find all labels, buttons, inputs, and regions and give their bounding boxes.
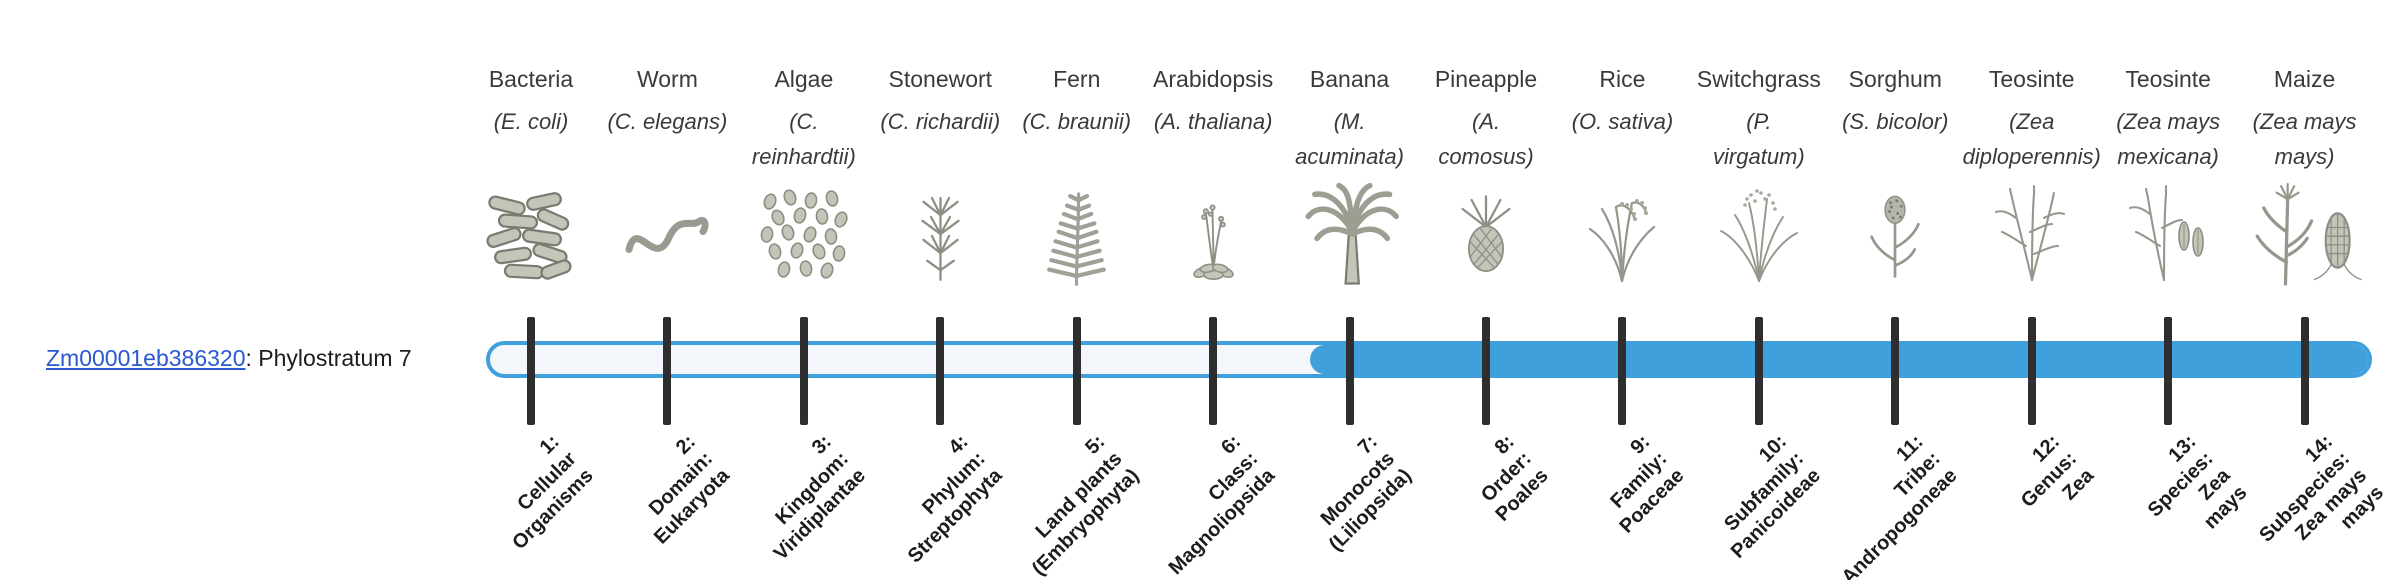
bacteria-icon bbox=[446, 172, 616, 290]
banana-icon bbox=[1265, 172, 1435, 290]
organism-name: Arabidopsis bbox=[1153, 66, 1274, 92]
organism-scientific-name: (S. bicolor) bbox=[1800, 104, 1990, 139]
timeline-tick bbox=[2164, 317, 2173, 425]
gene-link[interactable]: Zm00001eb386320 bbox=[46, 345, 246, 371]
stratum-label: 14: Subspecies: Zea mays mays bbox=[2237, 430, 2388, 580]
teosinte-mexicana-icon bbox=[2083, 172, 2253, 290]
sorghum-icon bbox=[1810, 172, 1980, 290]
organism-scientific-name: (Zea diploperennis) bbox=[1937, 104, 2127, 174]
organism-name: Fern bbox=[1053, 66, 1101, 92]
organism-column: Maize (Zea mays mays) 14: Subspecies: Zea m… bbox=[2210, 0, 2400, 580]
scientific-name-line: (Zea mays bbox=[2252, 109, 2357, 134]
timeline-tick bbox=[1891, 317, 1900, 425]
organism-scientific-name: (C. elegans) bbox=[572, 104, 762, 139]
scientific-name-line: (P. bbox=[1746, 109, 1772, 134]
scientific-name-line: (C. braunii) bbox=[1022, 109, 1132, 134]
scientific-name-line: (M. bbox=[1333, 109, 1366, 134]
organism-name: Bacteria bbox=[488, 66, 574, 92]
organism-name: Algae bbox=[774, 66, 834, 92]
maize-icon bbox=[2220, 172, 2390, 290]
organism-scientific-name: (Zea mays mexicana) bbox=[2073, 104, 2263, 174]
organism-name: Teosinte bbox=[1988, 66, 2075, 92]
switchgrass-icon bbox=[1674, 172, 1844, 290]
scientific-name-line: comosus) bbox=[1438, 144, 1534, 169]
scientific-name-line: (Zea mays bbox=[2116, 109, 2221, 134]
organism-scientific-name: (O. sativa) bbox=[1527, 104, 1717, 139]
scientific-name-line: (C. richardii) bbox=[880, 109, 1001, 134]
organism-scientific-name: (C. braunii) bbox=[982, 104, 1172, 139]
organism-scientific-name: (Zea mays mays) bbox=[2210, 104, 2400, 174]
organism-name: Rice bbox=[1599, 66, 1646, 92]
timeline-tick bbox=[1345, 317, 1354, 425]
fern-icon bbox=[992, 172, 1162, 290]
organism-name: Switchgrass bbox=[1696, 66, 1821, 92]
scientific-name-line: mexicana) bbox=[2117, 144, 2219, 169]
scientific-name-line: mays) bbox=[2274, 144, 2335, 169]
organism-name: Stonewort bbox=[888, 66, 993, 92]
organism-column: Worm (C. elegans) 2: Domain: Eukaryota bbox=[572, 0, 762, 580]
scientific-name-line: (Zea bbox=[2009, 109, 2055, 134]
timeline-tick bbox=[1209, 317, 1218, 425]
organism-name: Banana bbox=[1309, 66, 1390, 92]
teosinte-diploperennis-icon bbox=[1947, 172, 2117, 290]
timeline-tick bbox=[2027, 317, 2036, 425]
scientific-name-line: (E. coli) bbox=[493, 109, 569, 134]
organism-column: Teosinte (Zea diploperennis) 12: Genus: Zea bbox=[1937, 0, 2127, 580]
organism-name: Pineapple bbox=[1434, 66, 1538, 92]
scientific-name-line: diploperennis) bbox=[1962, 144, 2101, 169]
scientific-name-line: (A. thaliana) bbox=[1153, 109, 1273, 134]
scientific-name-line: (A. bbox=[1471, 109, 1501, 134]
organism-column: Stonewort (C. richardii) 4: Phylum: Strept… bbox=[845, 0, 1035, 580]
organism-column: Fern (C. braunii) 5: Land plants (Embryoph… bbox=[982, 0, 1172, 580]
worm-icon bbox=[582, 172, 752, 290]
organism-column: Switchgrass (P. virgatum) 10: Subfamily: Pa… bbox=[1664, 0, 1854, 580]
organism-name: Maize bbox=[2273, 66, 2336, 92]
gene-label: Zm00001eb386320: Phylostratum 7 bbox=[46, 345, 412, 372]
organism-scientific-name: (C. richardii) bbox=[845, 104, 1035, 139]
arabidopsis-icon bbox=[1128, 172, 1298, 290]
timeline-tick bbox=[2300, 317, 2309, 425]
organism-scientific-name: (E. coli) bbox=[436, 104, 626, 139]
organism-scientific-name: (A. comosus) bbox=[1391, 104, 1581, 174]
timeline-tick bbox=[527, 317, 535, 425]
scientific-name-line: acuminata) bbox=[1295, 144, 1404, 169]
organism-column: Rice (O. sativa) 9: Family: Poaceae bbox=[1527, 0, 1717, 580]
timeline-tick bbox=[663, 317, 672, 425]
scientific-name-line: (O. sativa) bbox=[1571, 109, 1674, 134]
scientific-name-line: reinhardtii) bbox=[751, 144, 856, 169]
algae-icon bbox=[719, 172, 889, 290]
organism-column: Arabidopsis (A. thaliana) 6: Class: Magnol… bbox=[1118, 0, 1308, 580]
organism-name: Worm bbox=[636, 66, 698, 92]
organism-name: Teosinte bbox=[2125, 66, 2211, 92]
timeline-tick bbox=[799, 317, 808, 425]
rice-icon bbox=[1537, 172, 1707, 290]
organism-column: Banana (M. acuminata) 7: Monocots (Liliopsi… bbox=[1255, 0, 1445, 580]
stonewort-icon bbox=[855, 172, 1025, 290]
organism-column: Algae (C. reinhardtii) 3: Kingdom: Viridipl… bbox=[709, 0, 899, 580]
gene-label-suffix: : Phylostratum 7 bbox=[245, 345, 412, 371]
timeline-tick bbox=[1618, 317, 1627, 425]
organism-column: Bacteria (E. coli) 1: Cellular Organisms bbox=[436, 0, 626, 580]
scientific-name-line: virgatum) bbox=[1713, 144, 1805, 169]
organism-column: Sorghum (S. bicolor) 11: Tribe: Andropogon… bbox=[1800, 0, 1990, 580]
pineapple-icon bbox=[1401, 172, 1571, 290]
scientific-name-line: (C. elegans) bbox=[607, 109, 728, 134]
organism-scientific-name: (P. virgatum) bbox=[1664, 104, 1854, 174]
scientific-name-line: (S. bicolor) bbox=[1842, 109, 1949, 134]
organism-column: Teosinte (Zea mays mexicana) 13: Species: Z… bbox=[2073, 0, 2263, 580]
organism-scientific-name: (A. thaliana) bbox=[1118, 104, 1308, 139]
timeline-tick bbox=[1072, 317, 1081, 425]
organism-scientific-name: (C. reinhardtii) bbox=[709, 104, 899, 174]
organism-scientific-name: (M. acuminata) bbox=[1255, 104, 1445, 174]
timeline-tick bbox=[1754, 317, 1763, 425]
timeline-tick bbox=[1482, 317, 1490, 425]
organism-column: Pineapple (A. comosus) 8: Order: Poales bbox=[1391, 0, 1581, 580]
scientific-name-line: (C. bbox=[789, 109, 819, 134]
organism-name: Sorghum bbox=[1848, 66, 1942, 92]
timeline-tick bbox=[936, 317, 945, 425]
